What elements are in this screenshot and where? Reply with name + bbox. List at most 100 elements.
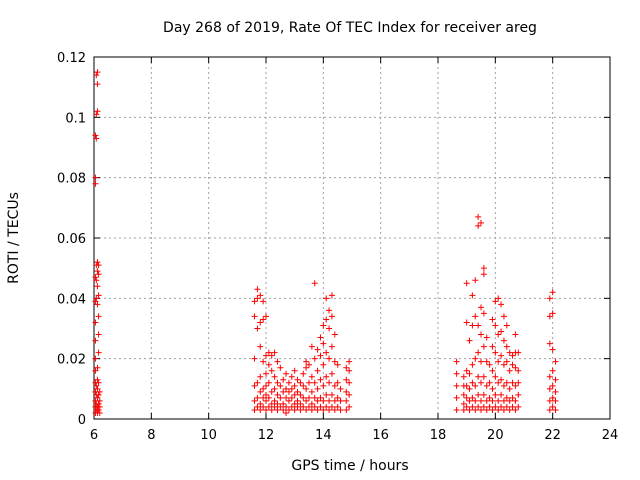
data-point (280, 400, 287, 407)
data-point (343, 397, 350, 404)
data-point (303, 397, 310, 404)
data-point (94, 376, 101, 383)
data-point (334, 403, 341, 410)
data-point (331, 406, 338, 413)
data-point (453, 382, 460, 389)
data-point (478, 406, 484, 413)
data-point (512, 331, 519, 338)
data-point (92, 274, 99, 281)
data-point (334, 379, 341, 386)
data-point (303, 358, 310, 365)
data-point (257, 343, 264, 350)
data-point (320, 361, 327, 368)
data-point (489, 406, 496, 413)
y-tick-labels: 0 0.02 0.04 0.06 0.08 0.1 0.12 (57, 51, 86, 428)
data-point (294, 403, 301, 410)
data-point (495, 379, 502, 386)
data-point (515, 379, 522, 386)
data-point (93, 72, 100, 79)
data-point (263, 397, 269, 404)
data-point (549, 382, 556, 389)
data-point (334, 361, 341, 368)
data-point (346, 358, 353, 365)
data-point (509, 352, 516, 359)
data-point (463, 280, 470, 287)
x-tick-label: 14 (315, 428, 332, 443)
data-point (320, 322, 327, 329)
data-point (254, 325, 261, 332)
data-point (503, 403, 510, 410)
data-point (94, 283, 101, 290)
data-point (274, 406, 281, 413)
data-point (460, 406, 467, 413)
data-point (463, 319, 470, 326)
data-point (466, 385, 473, 392)
data-point (509, 394, 516, 401)
data-point (475, 403, 482, 410)
data-point (257, 319, 264, 326)
data-point (489, 367, 496, 374)
data-point (546, 313, 553, 320)
data-point (498, 391, 505, 398)
data-point (509, 361, 516, 368)
data-point (453, 406, 460, 413)
data-point (308, 343, 315, 350)
data-point (263, 313, 269, 320)
data-point (323, 373, 330, 380)
data-point (92, 319, 99, 326)
x-tick-label: 20 (487, 428, 504, 443)
data-point (95, 400, 102, 407)
data-point (274, 358, 281, 365)
data-point (314, 346, 321, 353)
data-point (331, 331, 338, 338)
data-point (475, 373, 482, 380)
data-point (552, 406, 559, 413)
data-point (257, 388, 264, 395)
x-tick-label: 24 (602, 428, 619, 443)
data-point (95, 313, 102, 320)
data-point (265, 349, 272, 356)
data-point (317, 376, 324, 383)
data-point (263, 406, 269, 413)
data-point (271, 403, 278, 410)
data-point (489, 316, 496, 323)
data-points (92, 69, 559, 416)
data-point (343, 406, 350, 413)
data-point (486, 403, 493, 410)
data-point (343, 364, 350, 371)
data-point (328, 370, 335, 377)
data-point (260, 403, 267, 410)
data-point (498, 376, 505, 383)
data-point (314, 397, 321, 404)
data-point (317, 352, 324, 359)
data-point (92, 298, 99, 305)
data-point (323, 391, 330, 398)
data-point (480, 373, 487, 380)
data-point (311, 280, 318, 287)
data-point (469, 379, 476, 386)
data-point (95, 292, 102, 299)
data-point (291, 400, 298, 407)
data-point (460, 373, 467, 380)
data-point (288, 394, 295, 401)
data-point (466, 370, 473, 377)
data-point (503, 343, 510, 350)
data-point (314, 385, 321, 392)
data-point (288, 385, 295, 392)
data-point (314, 406, 321, 413)
data-point (466, 397, 473, 404)
data-point (503, 358, 510, 365)
data-point (96, 397, 103, 404)
data-point (291, 382, 298, 389)
x-tick-label: 8 (147, 428, 155, 443)
x-tick-label: 22 (544, 428, 561, 443)
data-point (265, 379, 272, 386)
data-point (268, 406, 275, 413)
data-point (308, 388, 315, 395)
data-point (506, 349, 513, 356)
y-tick-label: 0.12 (57, 51, 86, 66)
data-point (343, 388, 350, 395)
data-point (306, 403, 312, 410)
data-point (285, 397, 292, 404)
data-point (509, 403, 516, 410)
